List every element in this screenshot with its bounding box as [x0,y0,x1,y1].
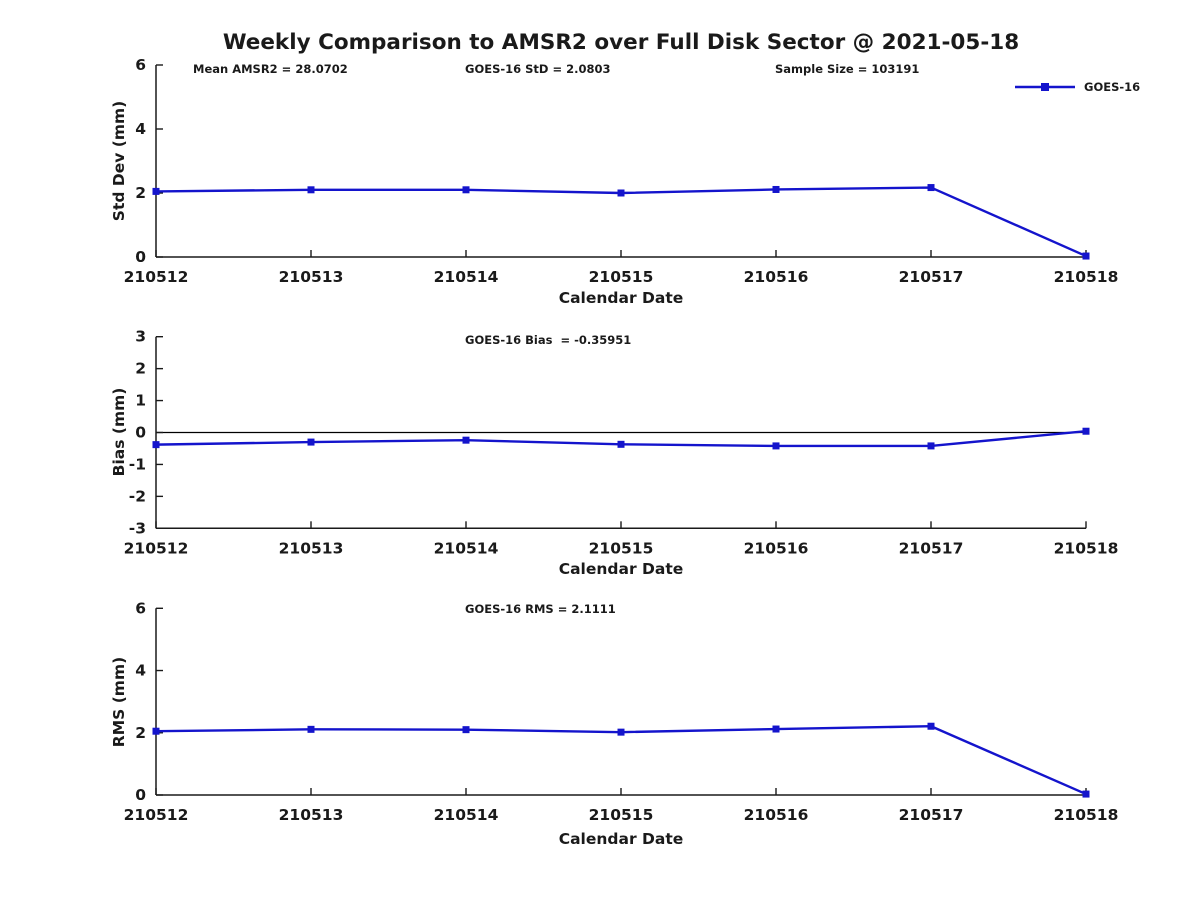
x-axis-label-top: Calendar Date [558,289,684,307]
data-point-marker [307,438,315,446]
x-tick-label: 210518 [1054,806,1119,824]
x-tick-label: 210514 [434,539,499,557]
x-tick-label: 210518 [1054,268,1119,286]
data-point-marker [772,442,780,450]
x-tick-label: 210515 [589,268,654,286]
annotation-goes16-std: GOES-16 StD = 2.0803 [465,62,611,76]
y-tick-label: 0 [135,424,146,442]
legend-label: GOES-16 [1084,80,1141,94]
x-axis-label-bottom: Calendar Date [558,830,684,848]
y-tick-label: -2 [129,487,146,505]
data-point-marker [1082,790,1090,798]
x-tick-label: 210513 [279,539,344,557]
data-point-marker [307,725,315,733]
data-point-marker [307,186,315,194]
y-tick-label: 2 [135,724,146,742]
y-tick-label: 4 [135,120,146,138]
data-point-marker [617,189,625,197]
y-tick-label: 1 [135,392,146,410]
data-point-marker [927,722,935,730]
x-tick-label: 210517 [899,539,964,557]
data-point-marker [462,186,470,194]
data-point-marker [617,728,625,736]
data-point-marker [1082,252,1090,260]
data-point-marker [152,441,160,449]
x-tick-label: 210513 [279,806,344,824]
annotation-goes16-bias: GOES-16 Bias = -0.35951 [465,333,632,347]
data-point-marker [617,440,625,448]
y-tick-label: 6 [135,599,146,617]
data-line [155,186,1087,258]
y-tick-label: 2 [135,184,146,202]
legend-line-sample [1015,83,1075,91]
x-tick-label: 210515 [589,539,654,557]
x-tick-label: 210512 [124,806,189,824]
legend-marker-icon [1041,83,1049,91]
y-tick-label: 3 [135,328,146,346]
x-tick-label: 210514 [434,268,499,286]
x-tick-label: 210516 [744,806,809,824]
data-point-marker [772,725,780,733]
y-axis-label-rms: RMS (mm) [110,656,128,748]
x-tick-label: 210517 [899,268,964,286]
data-point-marker [927,184,935,192]
x-tick-label: 210512 [124,268,189,286]
y-axis-label-std-dev: Std Dev (mm) [110,100,128,222]
x-tick-label: 210516 [744,539,809,557]
x-tick-label: 210514 [434,806,499,824]
data-point-marker [462,726,470,734]
rms-vs-date-chart: 0 2 4 6 210512 210513 210514 210515 210516 210517… [124,599,1119,824]
x-tick-label: 210517 [899,806,964,824]
y-tick-label: -3 [129,519,146,537]
legend: GOES-16 [1013,80,1140,94]
y-tick-label: 0 [135,786,146,804]
y-tick-label: 2 [135,360,146,378]
y-tick-label: -1 [129,455,146,473]
y-tick-label: 4 [135,662,146,680]
data-point-marker [152,187,160,195]
data-line [155,725,1087,796]
x-axis-label-middle: Calendar Date [558,560,684,578]
annotation-mean-amsr2: Mean AMSR2 = 28.0702 [193,62,348,76]
y-tick-label: 0 [135,248,146,266]
figure-title: Weekly Comparison to AMSR2 over Full Dis… [222,30,1020,55]
x-tick-label: 210515 [589,806,654,824]
annotation-goes16-rms: GOES-16 RMS = 2.1111 [465,602,616,616]
x-tick-label: 210513 [279,268,344,286]
y-axis-label-bias: Bias (mm) [110,387,128,477]
data-point-marker [772,185,780,193]
bias-vs-date-chart: -3 -2 -1 0 1 2 3 210512 210513 210514 210515 210516… [124,328,1119,558]
data-point-marker [1082,427,1090,435]
data-point-marker [152,727,160,735]
y-tick-label: 6 [135,56,146,74]
x-tick-label: 210512 [124,539,189,557]
x-tick-label: 210518 [1054,539,1119,557]
x-tick-label: 210516 [744,268,809,286]
annotation-sample-size: Sample Size = 103191 [775,62,920,76]
data-point-marker [462,436,470,444]
std-dev-vs-date-chart: 0 2 4 6 210512 210513 210514 210515 210516 210517… [124,56,1119,286]
data-point-marker [927,442,935,450]
